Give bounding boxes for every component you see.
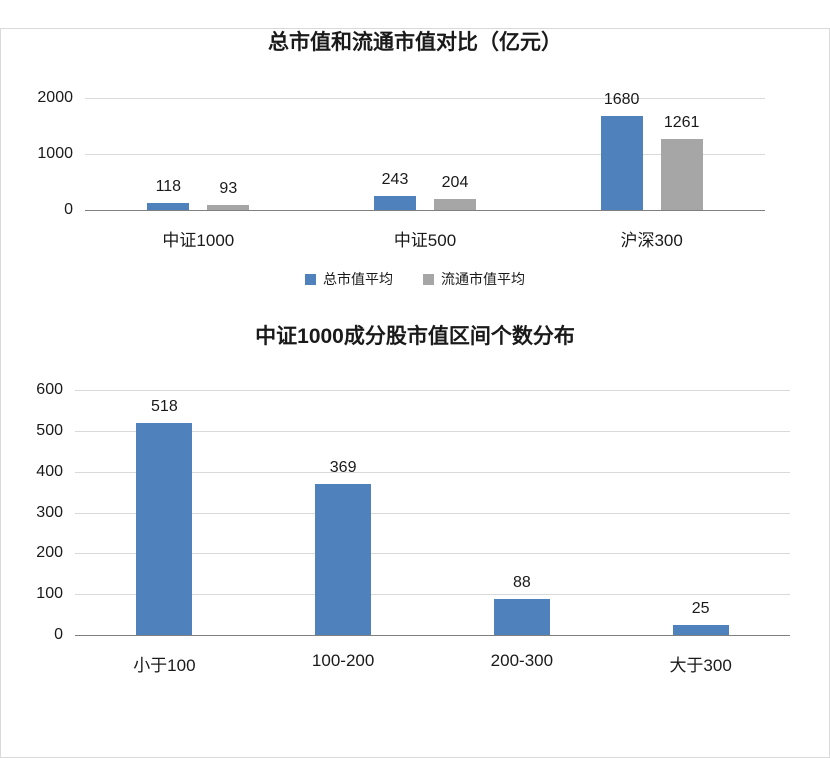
legend-swatch (305, 273, 316, 285)
x-tick-label: 100-200 (311, 651, 375, 670)
gridline (75, 553, 790, 555)
market-cap-comparison-chart: 总市值和流通市值对比（亿元） 0 1000 2000 118 93 中证1000 243 20… (0, 28, 830, 288)
y-tick-label: 600 (36, 381, 63, 398)
bar-总市值平均-中证500 (374, 196, 416, 210)
gridline (75, 594, 790, 596)
gridline (85, 98, 765, 99)
chart-title: 总市值和流通市值对比（亿元） (268, 31, 562, 54)
data-label: 93 (219, 179, 238, 197)
bar-流通市值平均-中证500 (434, 198, 476, 210)
plot-area: 0 1000 2000 118 93 中证1000 243 204 中证500 1680 1261 沪… (37, 89, 765, 250)
x-tick-label: 中证500 (393, 231, 457, 250)
bar-个数-大于300 (672, 624, 729, 635)
data-label: 204 (441, 173, 469, 191)
y-tick-label: 2000 (37, 89, 73, 106)
chart-title: 中证1000成分股市值区间个数分布 (255, 325, 575, 348)
legend-swatch (423, 273, 434, 285)
x-tick-label: 小于100 (133, 656, 196, 675)
bar-总市值平均-中证1000 (147, 203, 190, 210)
legend-item: 流通市值平均 (423, 269, 525, 289)
bar-总市值平均-沪深300 (600, 115, 643, 210)
bar-个数-200-300 (493, 599, 550, 635)
bar-流通市值平均-中证1000 (207, 204, 250, 210)
y-tick-label: 300 (36, 503, 63, 521)
data-label: 25 (691, 599, 710, 617)
x-axis-line (85, 210, 765, 211)
x-tick-label: 沪深300 (620, 231, 683, 250)
legend-label: 流通市值平均 (441, 271, 525, 287)
data-label: 1680 (603, 90, 640, 108)
y-tick-label: 100 (36, 585, 63, 603)
x-tick-label: 中证1000 (162, 231, 235, 250)
x-tick-label: 大于300 (669, 656, 732, 675)
gridline (75, 430, 790, 432)
gridline (75, 512, 790, 514)
plot-area: 0 100 200 300 400 500 600 518 小于100 369 100-200 88 2… (36, 381, 790, 675)
y-tick-label: 0 (54, 626, 63, 643)
legend-item: 总市值平均 (305, 269, 393, 289)
data-label: 243 (381, 171, 409, 189)
y-tick-label: 500 (36, 421, 63, 439)
data-label: 369 (329, 459, 357, 477)
gridline (75, 390, 790, 391)
data-label: 118 (155, 178, 182, 196)
y-tick-label: 400 (36, 462, 63, 480)
legend: 总市值平均 流通市值平均 (0, 270, 830, 288)
x-tick-label: 200-300 (490, 651, 554, 670)
data-label: 88 (512, 574, 531, 592)
csi1000-distribution-chart: 中证1000成分股市值区间个数分布 0 100 200 300 400 500 600 518… (0, 322, 830, 675)
bar-个数-100-200 (315, 484, 372, 635)
legend-label: 总市值平均 (323, 271, 393, 287)
gridline (85, 154, 765, 155)
y-tick-label: 0 (64, 201, 73, 218)
gridline (75, 471, 790, 473)
data-label: 1261 (663, 114, 700, 132)
data-label: 518 (151, 398, 178, 416)
bar-流通市值平均-沪深300 (660, 139, 703, 210)
y-tick-label: 200 (36, 544, 63, 562)
y-tick-label: 1000 (37, 145, 73, 162)
bar-个数-小于100 (136, 423, 193, 635)
x-axis-line (75, 635, 790, 636)
